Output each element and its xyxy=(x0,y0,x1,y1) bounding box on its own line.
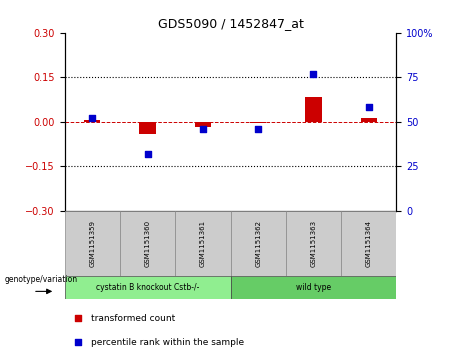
Text: percentile rank within the sample: percentile rank within the sample xyxy=(91,338,244,347)
Bar xyxy=(361,118,377,122)
Text: GSM1151363: GSM1151363 xyxy=(310,220,317,267)
Bar xyxy=(139,122,156,134)
Bar xyxy=(120,211,175,276)
Text: genotype/variation: genotype/variation xyxy=(5,276,78,285)
Text: wild type: wild type xyxy=(296,283,331,292)
Bar xyxy=(305,97,322,122)
Text: GSM1151360: GSM1151360 xyxy=(144,220,151,267)
Point xyxy=(310,71,317,77)
Bar xyxy=(250,122,266,123)
Text: transformed count: transformed count xyxy=(91,314,175,323)
Bar xyxy=(286,211,341,276)
Text: GSM1151361: GSM1151361 xyxy=(200,220,206,267)
Bar xyxy=(65,276,230,299)
Bar xyxy=(230,211,286,276)
Title: GDS5090 / 1452847_at: GDS5090 / 1452847_at xyxy=(158,17,303,30)
Point xyxy=(144,151,151,156)
Bar xyxy=(175,211,230,276)
Point xyxy=(365,105,372,110)
Text: GSM1151364: GSM1151364 xyxy=(366,220,372,267)
Bar xyxy=(341,211,396,276)
Point xyxy=(89,115,96,121)
Text: GSM1151359: GSM1151359 xyxy=(89,220,95,267)
Point xyxy=(254,126,262,132)
Bar xyxy=(84,120,100,122)
Bar xyxy=(195,122,211,127)
Bar xyxy=(65,211,120,276)
Text: cystatin B knockout Cstb-/-: cystatin B knockout Cstb-/- xyxy=(96,283,199,292)
Text: GSM1151362: GSM1151362 xyxy=(255,220,261,267)
Point xyxy=(74,315,82,321)
Bar xyxy=(230,276,396,299)
Point xyxy=(199,126,207,132)
Point xyxy=(74,339,82,345)
